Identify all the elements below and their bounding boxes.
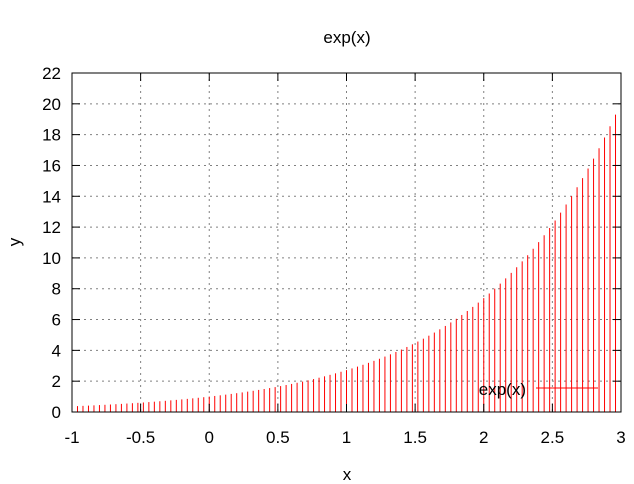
chart-title: exp(x) — [323, 28, 370, 47]
grid — [72, 73, 621, 412]
x-tick-label: -0.5 — [126, 428, 155, 447]
x-tick-label: 0.5 — [266, 428, 290, 447]
y-tick-label: 18 — [42, 126, 61, 145]
x-tick-label: 0 — [205, 428, 214, 447]
impulse-series — [71, 114, 617, 412]
y-tick-label: 12 — [42, 218, 61, 237]
x-axis-label: x — [343, 465, 352, 484]
x-tick-label: 2 — [479, 428, 488, 447]
y-axis-label: y — [5, 237, 24, 246]
y-tick-label: 20 — [42, 95, 61, 114]
y-tick-label: 4 — [52, 341, 61, 360]
y-tick-label: 2 — [52, 372, 61, 391]
y-tick-label: 16 — [42, 156, 61, 175]
y-tick-label: 6 — [52, 311, 61, 330]
axis-ticks: -1 -0.5 0 0.5 1 1.5 2 2.5 3 0 2 4 6 8 10 12 14 16 18 20 22 — [42, 64, 626, 447]
y-tick-label: 14 — [42, 187, 61, 206]
x-tick-label: 1 — [342, 428, 351, 447]
legend-label: exp(x) — [479, 380, 526, 399]
x-tick-label: 2.5 — [541, 428, 565, 447]
y-tick-label: 0 — [52, 403, 61, 422]
y-tick-label: 22 — [42, 64, 61, 83]
x-tick-label: 1.5 — [403, 428, 427, 447]
x-tick-label: 3 — [616, 428, 625, 447]
x-tick-label: -1 — [64, 428, 79, 447]
legend: exp(x) — [479, 380, 598, 399]
y-tick-label: 10 — [42, 249, 61, 268]
y-tick-label: 8 — [52, 280, 61, 299]
